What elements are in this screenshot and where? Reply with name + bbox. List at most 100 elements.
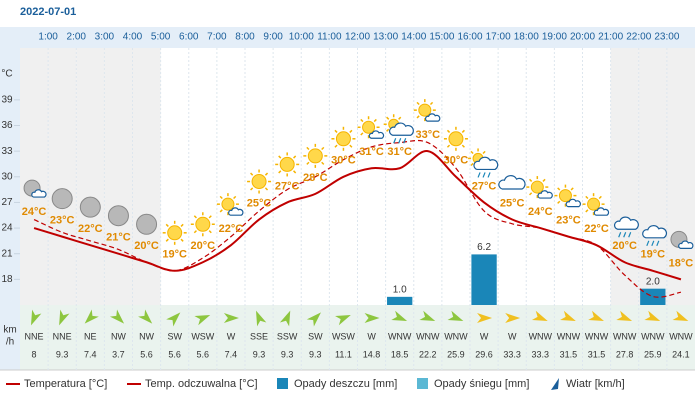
sun-ray [416, 115, 420, 119]
sun [307, 148, 323, 164]
wind-arrow [279, 310, 291, 327]
wind-speed: 9.3 [309, 349, 322, 359]
wind-speed: 31.5 [560, 349, 578, 359]
y-tick-label: 27 [1, 197, 13, 208]
wind-direction: W [508, 331, 517, 341]
sun-ray [264, 172, 269, 176]
wind-arrow [531, 310, 548, 322]
wind-arrow-shape [531, 310, 548, 322]
wind-speed: 22.2 [419, 349, 437, 359]
wind-arrow [84, 309, 99, 324]
temp-label: 30°C [444, 155, 469, 167]
wind-direction: W [480, 331, 489, 341]
weather-icon [190, 212, 215, 237]
weather-icon [162, 220, 187, 245]
wind-speed: 24.1 [672, 349, 690, 359]
weather-icon [23, 179, 47, 198]
precip-bar [387, 296, 413, 305]
legend-label: Opady śniegu [mm] [434, 378, 529, 390]
sun-ray [334, 129, 338, 133]
x-tick-label: 23:00 [654, 32, 679, 43]
sun-ray [321, 146, 325, 151]
wind-arrow [364, 313, 380, 323]
wind-direction: NW [139, 331, 154, 341]
x-tick-label: 9:00 [263, 32, 283, 43]
temp-line [33, 139, 682, 298]
y-tick-label: 24 [1, 223, 13, 234]
temp-label: 20°C [134, 240, 159, 252]
wind-direction: W [367, 331, 376, 341]
weather-icon [383, 114, 414, 144]
wind-speed: 7.4 [84, 349, 97, 359]
sun-ray [208, 230, 212, 234]
x-tick-label: 3:00 [95, 32, 115, 43]
wind-arrow [560, 310, 576, 322]
sun-ray [461, 129, 465, 133]
wind-arrow [223, 313, 239, 323]
sun-ray [264, 187, 269, 191]
wind-arrow [644, 310, 661, 322]
cloud [473, 156, 499, 171]
cloud [498, 175, 526, 190]
cloud [537, 190, 553, 199]
wind-arrow-shape [644, 310, 661, 322]
x-tick-label: 12:00 [345, 32, 370, 43]
wind-direction: WNW [585, 331, 609, 341]
temp-label: 33°C [416, 129, 441, 141]
wind-speed: 25.9 [447, 349, 465, 359]
temp-label: 25°C [500, 197, 525, 209]
wind-arrow-shape [109, 309, 125, 324]
cloud [31, 189, 47, 198]
wind-arrow [588, 310, 604, 322]
wind-arrow-shape [616, 310, 633, 322]
sun-ray [570, 187, 574, 191]
x-tick-label: 8:00 [235, 32, 255, 43]
wind-speed: 5.6 [197, 349, 210, 359]
weather-icon [331, 126, 356, 151]
sun-ray [278, 170, 282, 174]
sun-ray [360, 118, 364, 123]
weather-icon [642, 225, 668, 247]
precip-label: 6.2 [477, 242, 491, 253]
sun-ray [233, 195, 237, 200]
wind-direction: SW [308, 331, 323, 341]
sun-ray [219, 195, 223, 200]
weather-icon [357, 116, 385, 139]
sun-ray [585, 195, 589, 200]
temp-label: 31°C [359, 146, 384, 158]
y-unit: °C [1, 69, 12, 80]
rain [393, 138, 407, 144]
wind-direction: W [227, 331, 236, 341]
wind-speed: 9.3 [281, 349, 294, 359]
cloud [228, 207, 244, 216]
cloud [593, 207, 610, 216]
wind-speed: 25.9 [644, 349, 662, 359]
wind-unit: km [3, 325, 16, 336]
sun-ray [373, 118, 377, 123]
wind-speed: 14.8 [363, 349, 381, 359]
wind-arrow-shape [672, 310, 689, 322]
wind-direction: NW [111, 331, 126, 341]
sun-ray [386, 128, 390, 132]
x-tick-label: 15:00 [429, 32, 454, 43]
temp-label: 25°C [247, 197, 272, 209]
wind-arrow-shape [31, 309, 42, 326]
sun-ray [349, 129, 353, 133]
wind-arrow [505, 313, 521, 323]
wind-direction: NNE [25, 331, 44, 341]
wind-arrow [138, 309, 153, 324]
night-shade [48, 48, 77, 305]
sun [221, 197, 235, 211]
x-tick-label: 10:00 [289, 32, 314, 43]
sun-ray [429, 101, 434, 106]
temp-label: 27°C [275, 180, 300, 192]
sun [167, 225, 183, 241]
sun-ray [193, 215, 197, 219]
wind-speed: 9.3 [253, 349, 266, 359]
sun-ray [482, 150, 486, 155]
wind-direction: WSW [191, 331, 214, 341]
wind-unit: /h [6, 337, 14, 348]
moon [79, 196, 101, 218]
y-tick-label: 21 [1, 248, 13, 259]
x-tick-label: 6:00 [179, 32, 199, 43]
